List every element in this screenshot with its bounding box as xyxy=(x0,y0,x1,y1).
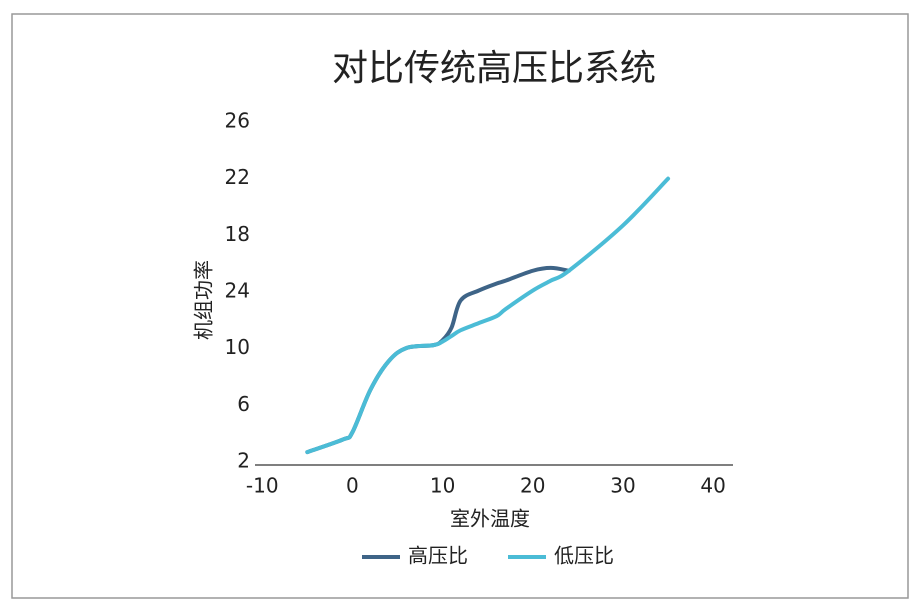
x-tick-label: 0 xyxy=(346,474,359,498)
y-tick-label: 26 xyxy=(225,109,250,133)
legend-label: 低压比 xyxy=(554,544,614,568)
x-tick-label: 30 xyxy=(610,474,635,498)
y-tick-label: 10 xyxy=(225,335,250,359)
legend-label: 高压比 xyxy=(408,544,468,568)
y-tick-label: 2 xyxy=(237,449,250,473)
y-tick-label: 24 xyxy=(225,279,250,303)
x-tick-label: -10 xyxy=(246,474,279,498)
y-tick-label: 22 xyxy=(225,165,250,189)
x-tick-label: 20 xyxy=(520,474,545,498)
y-axis-label: 机组功率 xyxy=(192,260,216,340)
x-tick-label: 10 xyxy=(430,474,455,498)
y-tick-label: 6 xyxy=(237,392,250,416)
line-series xyxy=(305,176,671,455)
x-axis-label: 室外温度 xyxy=(450,507,530,531)
x-tick-label: 40 xyxy=(700,474,725,498)
y-tick-label: 18 xyxy=(225,222,250,246)
chart-title: 对比传统高压比系统 xyxy=(332,48,656,89)
